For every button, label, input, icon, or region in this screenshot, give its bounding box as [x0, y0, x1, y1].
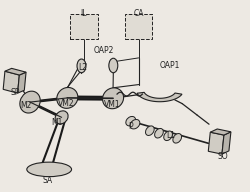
Polygon shape — [222, 132, 231, 154]
Bar — [70, 14, 98, 39]
Bar — [125, 14, 152, 39]
Ellipse shape — [173, 134, 182, 143]
Text: SO: SO — [218, 151, 228, 161]
Text: L1: L1 — [166, 131, 175, 140]
Polygon shape — [3, 71, 19, 93]
Text: CA: CA — [134, 9, 144, 18]
Ellipse shape — [109, 58, 118, 73]
Text: L2: L2 — [79, 63, 88, 72]
Ellipse shape — [102, 88, 124, 109]
Polygon shape — [18, 72, 26, 93]
Ellipse shape — [55, 111, 68, 124]
Ellipse shape — [146, 126, 154, 136]
Text: P: P — [128, 122, 133, 131]
Polygon shape — [137, 92, 182, 102]
Text: SP: SP — [10, 88, 20, 97]
Polygon shape — [208, 132, 224, 154]
Text: OAP2: OAP2 — [94, 46, 114, 55]
Text: SA: SA — [43, 176, 53, 185]
Text: M1: M1 — [52, 118, 63, 127]
Ellipse shape — [155, 128, 163, 138]
Text: OAP1: OAP1 — [160, 61, 180, 70]
Polygon shape — [210, 129, 231, 135]
Ellipse shape — [126, 116, 136, 126]
Ellipse shape — [57, 88, 78, 108]
Polygon shape — [5, 68, 26, 75]
Ellipse shape — [77, 59, 86, 73]
Ellipse shape — [164, 131, 172, 141]
Text: VM2: VM2 — [58, 99, 75, 108]
Ellipse shape — [27, 162, 72, 177]
Text: IL: IL — [81, 9, 87, 18]
Text: VM1: VM1 — [104, 100, 121, 109]
Ellipse shape — [20, 91, 40, 113]
Text: M2: M2 — [20, 101, 31, 110]
Ellipse shape — [130, 119, 140, 129]
